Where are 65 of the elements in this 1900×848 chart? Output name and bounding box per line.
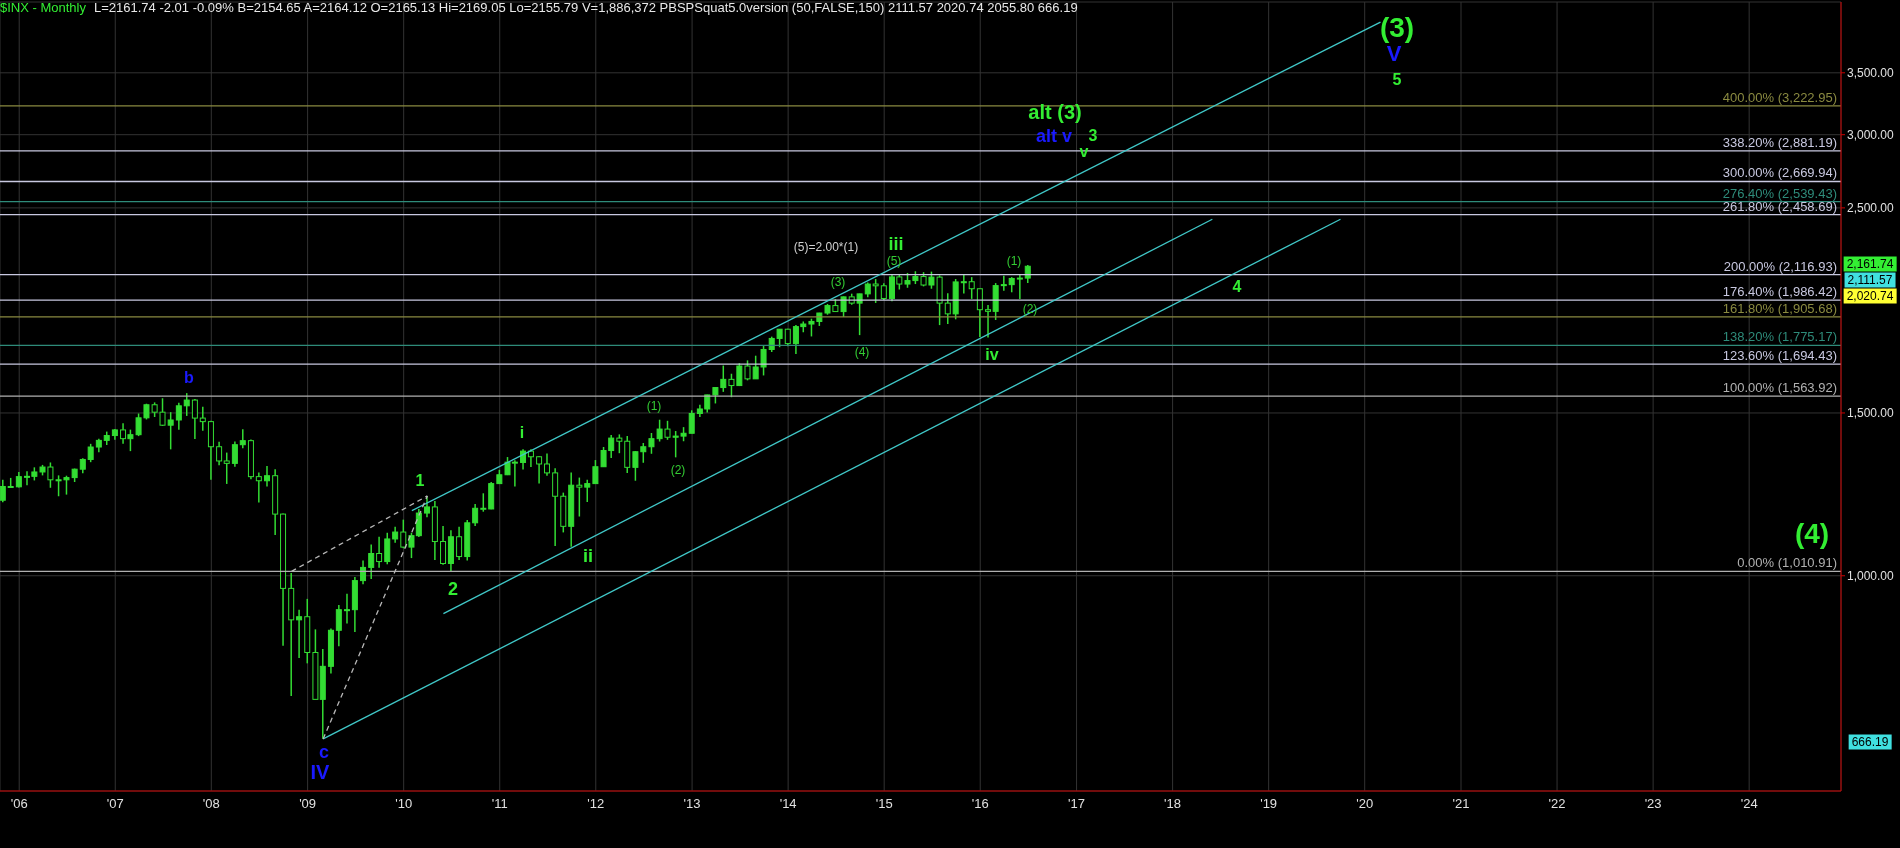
annotation: (3) xyxy=(830,275,846,289)
annotation: 2 xyxy=(447,579,459,599)
y-tick-label: 3,000.00 xyxy=(1847,127,1895,142)
annotation: b xyxy=(184,369,194,386)
annotation: iv xyxy=(985,346,999,363)
annotation: iii xyxy=(888,234,904,254)
ref-line-label: 100.00% (1,563.92) xyxy=(1722,380,1837,396)
ref-line-label: 400.00% (3,222.95) xyxy=(1722,89,1837,105)
annotation: i xyxy=(519,424,525,441)
annotation: (3) xyxy=(1379,12,1415,43)
x-tick-label: '07 xyxy=(106,796,124,812)
annotation: alt (3) xyxy=(1028,101,1082,123)
annotation: (2) xyxy=(1022,302,1038,316)
ref-line-label: 300.00% (2,669.94) xyxy=(1722,165,1837,181)
annotation: (2) xyxy=(670,463,686,477)
ref-line-label: 200.00% (2,116.93) xyxy=(1723,258,1837,274)
x-tick-label: '13 xyxy=(683,796,701,812)
annotation: IV xyxy=(310,761,330,783)
annotation: (4) xyxy=(1794,518,1830,549)
x-tick-label: '16 xyxy=(971,796,989,812)
chart-title: $INX - Monthly xyxy=(0,0,86,15)
text: 2,161.74 xyxy=(1843,256,1897,272)
annotation: (5)=2.00*(1) xyxy=(793,240,859,254)
x-tick-label: '23 xyxy=(1644,796,1662,812)
ref-line-label: 338.20% (2,881.19) xyxy=(1722,134,1837,150)
annotation: 3 xyxy=(1088,127,1098,144)
x-tick-label: '21 xyxy=(1452,796,1470,812)
x-tick-label: '17 xyxy=(1068,796,1086,812)
annotation: (1) xyxy=(646,399,662,413)
ref-line-label: 161.80% (1,905.68) xyxy=(1722,300,1837,316)
y-tick-label: 1,000.00 xyxy=(1847,569,1895,584)
ref-line-label: 138.20% (1,775.17) xyxy=(1722,329,1837,345)
annotation: alt v xyxy=(1035,126,1073,146)
annotation: c xyxy=(318,742,330,762)
text: 666.19 xyxy=(1848,734,1892,750)
text: 2,020.74 xyxy=(1843,288,1897,304)
x-tick-label: '10 xyxy=(395,796,413,812)
x-tick-label: '09 xyxy=(299,796,317,812)
y-tick-label: 1,500.00 xyxy=(1847,406,1895,421)
chart-subtitle: L=2161.74 -2.01 -0.09% B=2154.65 A=2164.12 O=2165.13 Hi=2169.05 Lo=2155.79 V=1,886,372 PBSPSquat5.0version (50,FALSE,150) 2111.57 2020.74 2055.80 666.19 xyxy=(93,0,1078,15)
x-tick-label: '22 xyxy=(1548,796,1566,812)
x-tick-label: '14 xyxy=(779,796,797,812)
y-tick-label: 3,500.00 xyxy=(1847,66,1895,81)
x-tick-label: '12 xyxy=(587,796,605,812)
x-tick-label: '08 xyxy=(202,796,220,812)
text: 2,111.57 xyxy=(1844,272,1896,288)
ref-line-label: 0.00% (1,010.91) xyxy=(1737,555,1837,571)
x-tick-label: '20 xyxy=(1356,796,1374,812)
ref-line-label: 276.40% (2,539.43) xyxy=(1722,185,1837,201)
ref-line-label: 176.40% (1,986.42) xyxy=(1722,284,1837,300)
annotation: (5) xyxy=(886,254,902,268)
annotation: 4 xyxy=(1232,278,1242,295)
annotation: (1) xyxy=(1006,254,1022,268)
x-tick-label: '11 xyxy=(491,796,508,812)
x-tick-label: '15 xyxy=(875,796,893,812)
annotation: 5 xyxy=(1392,71,1402,88)
x-tick-label: '06 xyxy=(10,796,28,812)
ref-line-label: 123.60% (1,694.43) xyxy=(1722,348,1837,364)
annotation: (4) xyxy=(854,345,870,359)
x-tick-label: '19 xyxy=(1260,796,1278,812)
x-tick-label: '24 xyxy=(1740,796,1758,812)
annotation: ii xyxy=(582,546,594,566)
annotation: 1 xyxy=(415,472,425,489)
y-tick-label: 2,500.00 xyxy=(1847,201,1895,216)
x-tick-label: '18 xyxy=(1164,796,1182,812)
